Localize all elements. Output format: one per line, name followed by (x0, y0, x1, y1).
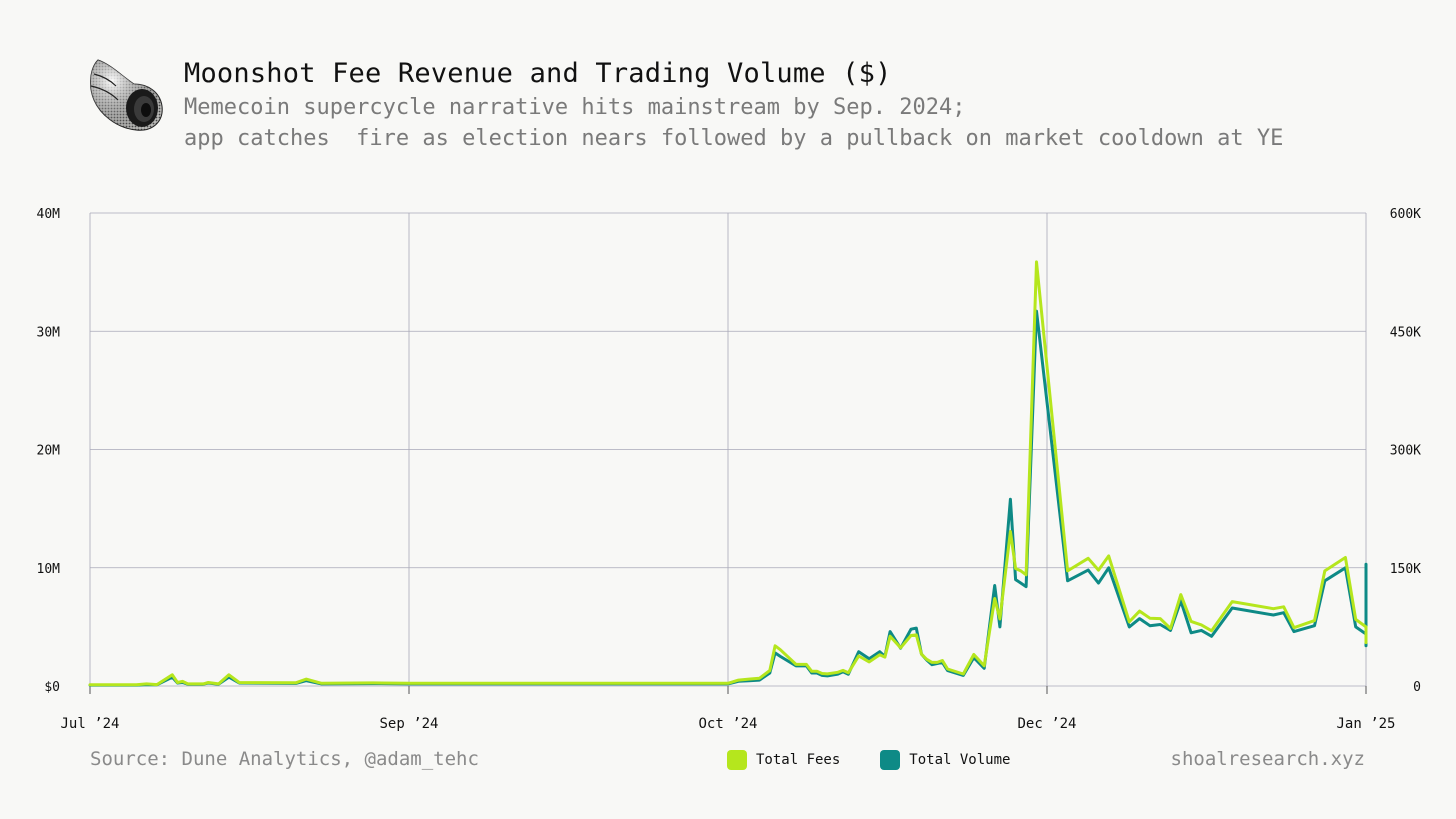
y-right-tick-label: 150K (1390, 562, 1421, 577)
chart-subtitle-line-1: Memecoin supercycle narrative hits mains… (184, 95, 966, 120)
x-axis: Jul ’24 Sep ’24 Oct ’24 Dec ’24 Jan ’25 (60, 686, 1396, 732)
y-axis-left: $0 10M 20M 30M 40M (37, 207, 61, 695)
y-right-tick-label: 0 (1413, 680, 1421, 695)
x-tick-label: Dec ’24 (1017, 716, 1076, 732)
y-left-tick-label: 10M (37, 562, 61, 577)
legend-label-total-volume: Total Volume (909, 752, 1011, 768)
y-left-tick-label: 20M (37, 444, 61, 459)
x-tick-label: Oct ’24 (698, 716, 757, 732)
y-axis-right: 0 150K 300K 450K 600K (1390, 207, 1421, 695)
legend-item-total-fees: Total Fees (727, 750, 840, 770)
y-right-tick-label: 300K (1390, 444, 1421, 459)
legend-item-total-volume: Total Volume (880, 750, 1010, 770)
chart-title: Moonshot Fee Revenue and Trading Volume … (184, 58, 892, 89)
x-tick-label: Jul ’24 (60, 716, 119, 732)
x-tick-label: Jan ’25 (1336, 716, 1395, 732)
y-left-tick-label: 30M (37, 325, 61, 340)
x-tick-label: Sep ’24 (379, 716, 438, 732)
y-left-tick-label: $0 (44, 680, 60, 695)
y-left-tick-label: 40M (37, 207, 61, 222)
seashell-logo-icon (90, 59, 163, 131)
source-credit: Source: Dune Analytics, @adam_tehc (90, 748, 479, 770)
y-right-tick-label: 450K (1390, 325, 1421, 340)
legend: Total Fees Total Volume (727, 750, 1050, 770)
legend-label-total-fees: Total Fees (756, 752, 841, 768)
legend-swatch-total-volume (880, 750, 901, 770)
chart-subtitle-line-2: app catches fire as election nears follo… (184, 126, 1284, 151)
website-credit: shoalresearch.xyz (1170, 748, 1365, 770)
legend-swatch-total-fees (727, 750, 747, 770)
series-lines (88, 260, 1368, 687)
y-right-tick-label: 600K (1390, 207, 1421, 222)
series-line-total-fees (88, 260, 1368, 687)
